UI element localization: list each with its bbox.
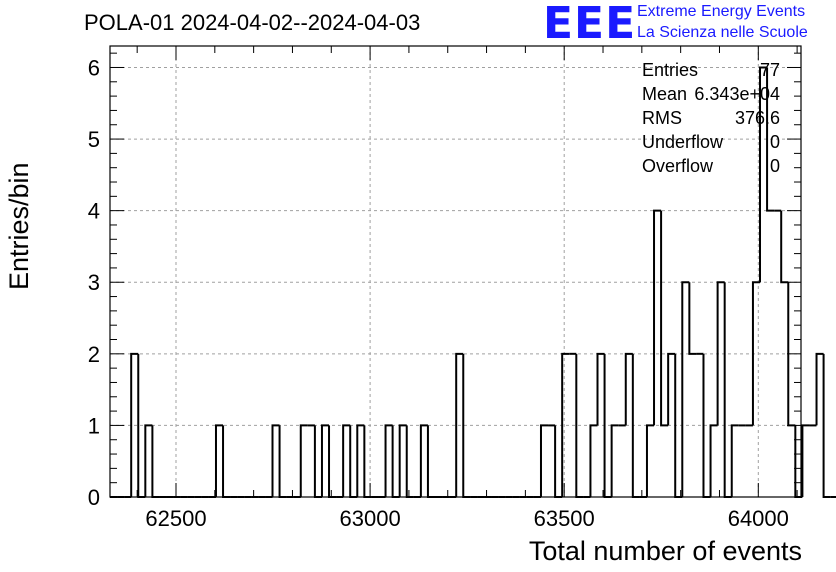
histogram-bin — [716, 281, 725, 426]
histogram-bin — [151, 425, 160, 498]
histogram-bin — [723, 282, 732, 498]
grid-lines — [110, 46, 801, 497]
y-axis-label: Entries/bin — [4, 162, 34, 290]
y-tick-label: 3 — [88, 270, 100, 295]
histogram-bin — [596, 352, 605, 426]
stats-rms-value: 376.6 — [734, 108, 780, 128]
histogram-bin — [144, 424, 153, 497]
histogram-bin — [801, 424, 810, 497]
histogram-bin — [815, 352, 824, 426]
logo-line-2: La Scienza nelle Scuole — [637, 24, 808, 41]
histogram-bin — [751, 281, 761, 426]
histogram-bin — [589, 424, 598, 497]
stats-underflow-label: Underflow — [642, 132, 724, 152]
plot-frame — [109, 45, 802, 498]
x-axis-label: Total number of events — [528, 536, 802, 566]
stats-box: Entries 77 Mean 6.343e+04 RMS 376.6 Unde… — [642, 58, 780, 178]
histogram-bin — [539, 424, 549, 497]
histogram-bin — [822, 353, 831, 498]
histogram-bin — [645, 424, 655, 497]
histogram-bin — [653, 209, 662, 426]
stats-overflow-value: 0 — [769, 156, 780, 176]
stats-mean-value: 6.343e+04 — [694, 84, 780, 104]
histogram-bin — [561, 352, 570, 497]
histogram-bin — [624, 352, 633, 426]
histogram-bin — [342, 424, 351, 497]
histogram-bin — [349, 425, 358, 498]
stats-underflow-value: 0 — [769, 132, 780, 152]
stats-row-underflow: Underflow 0 — [642, 130, 780, 154]
y-tick-label: 5 — [88, 127, 100, 152]
histogram-bin — [688, 282, 697, 355]
histogram-bin — [384, 424, 393, 497]
histogram-bin — [405, 425, 414, 498]
eee-logo: EEE — [543, 0, 637, 49]
stats-rms-label: RMS — [642, 108, 682, 128]
x-tick-label: 63000 — [340, 506, 401, 531]
histogram-bin — [278, 425, 287, 498]
y-tick-label: 2 — [88, 342, 100, 367]
y-tick-label: 0 — [88, 485, 100, 510]
histogram-bin — [426, 425, 436, 498]
histogram-bin — [328, 425, 337, 498]
stats-row-overflow: Overflow 0 — [642, 154, 780, 178]
histogram-bin — [759, 66, 768, 283]
histogram-bin — [271, 424, 280, 497]
histogram-bin — [660, 210, 669, 427]
histogram-bin — [214, 424, 224, 497]
stats-mean-label: Mean — [642, 84, 688, 104]
histogram-bin — [391, 425, 400, 498]
histogram-bin — [681, 281, 690, 497]
plot-title: POLA-01 2024-04-02--2024-04-03 — [84, 10, 421, 35]
y-tick-label: 1 — [88, 413, 100, 438]
histogram-bin — [554, 425, 563, 498]
y-tick-label: 6 — [88, 55, 100, 80]
stats-row-rms: RMS 376.6 — [642, 106, 780, 130]
x-tick-label: 64000 — [728, 506, 789, 531]
histogram-bin — [313, 425, 322, 498]
histogram-bin — [398, 424, 407, 497]
logo-line-1: Extreme Energy Events — [637, 3, 806, 20]
stats-entries-label: Entries — [642, 60, 699, 80]
histogram-bin — [455, 352, 464, 497]
plot-frame-rect — [109, 45, 802, 498]
histogram-bin — [610, 424, 619, 497]
histogram-bin — [667, 352, 676, 426]
histogram-bin — [222, 425, 231, 498]
histogram-bin — [130, 352, 139, 497]
stats-overflow-label: Overflow — [642, 156, 714, 176]
axis-ticks — [110, 46, 801, 498]
histogram-bin — [709, 424, 718, 497]
stats-entries-value: 77 — [759, 60, 780, 80]
y-tick-label: 4 — [88, 199, 100, 224]
x-tick-label: 62500 — [145, 506, 206, 531]
axis-tick-labels: 62500 63000 63500 64000 0 1 2 3 4 5 6 — [88, 55, 789, 531]
histogram-bin — [299, 424, 308, 497]
stats-row-entries: Entries 77 — [642, 58, 780, 82]
histogram-bin — [730, 424, 739, 497]
histogram-bin — [320, 424, 330, 497]
x-tick-label: 63500 — [534, 506, 595, 531]
histogram-bin — [780, 210, 789, 284]
histogram-bin — [356, 424, 365, 497]
histogram-bin — [419, 424, 428, 497]
histogram-bin — [766, 67, 775, 212]
stats-row-mean: Mean 6.343e+04 — [642, 82, 780, 106]
